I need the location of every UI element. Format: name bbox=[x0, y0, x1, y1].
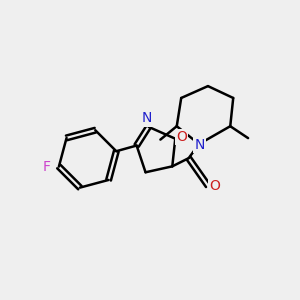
Text: N: N bbox=[194, 138, 205, 152]
Text: F: F bbox=[43, 160, 51, 174]
Text: O: O bbox=[209, 179, 220, 193]
Text: N: N bbox=[142, 112, 152, 125]
Text: O: O bbox=[176, 130, 187, 144]
